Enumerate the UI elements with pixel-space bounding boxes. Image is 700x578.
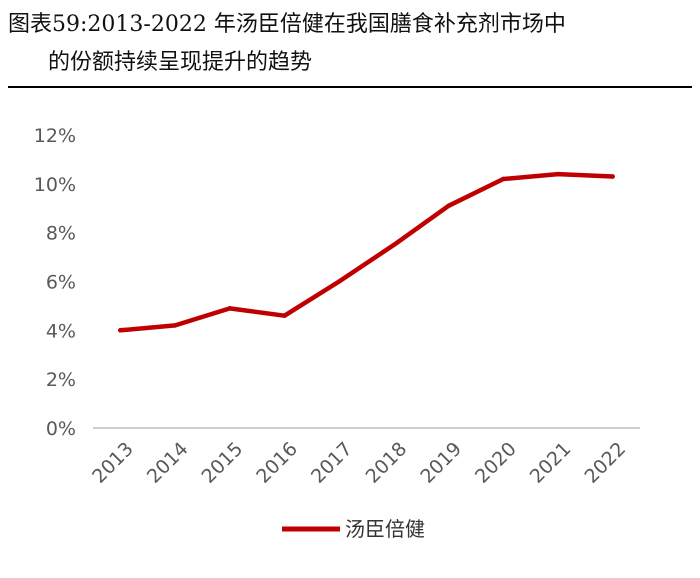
x-axis-tick-labels: 2013 2014 2015 2016 2017 2018 2019 2020 2021 2022 xyxy=(88,438,630,488)
data-point xyxy=(282,313,287,318)
y-tick-label: 2% xyxy=(46,369,76,391)
title-rule xyxy=(8,86,692,88)
y-tick-label: 0% xyxy=(46,418,76,440)
data-point xyxy=(227,306,232,311)
title-line-1: 2013-2022 年汤臣倍健在我国膳食补充剂市场中 xyxy=(87,12,566,37)
x-tick-label: 2014 xyxy=(143,438,193,488)
x-tick-label: 2022 xyxy=(580,438,630,488)
data-point xyxy=(610,174,615,179)
series-line xyxy=(118,171,615,333)
series-layer xyxy=(118,171,615,333)
data-point xyxy=(118,328,123,333)
y-tick-label: 6% xyxy=(46,272,76,294)
figure-label: 图表59: xyxy=(8,12,88,37)
x-tick-label: 2017 xyxy=(307,438,357,488)
title-line-2: 的份额持续呈现提升的趋势 xyxy=(48,50,313,75)
y-tick-label: 10% xyxy=(34,174,76,196)
data-point xyxy=(446,203,451,209)
x-tick-label: 2016 xyxy=(252,438,302,488)
x-tick-label: 2019 xyxy=(416,438,466,488)
data-point xyxy=(555,171,561,177)
y-axis-tick-labels: 0% 2% 4% 6% 8% 10% 12% xyxy=(34,125,76,440)
data-point xyxy=(391,242,397,248)
y-tick-label: 12% xyxy=(34,125,76,147)
data-point xyxy=(172,323,178,328)
x-tick-label: 2021 xyxy=(526,438,576,488)
figure-title: 图表59:2013-2022 年汤臣倍健在我国膳食补充剂市场中 的份额持续呈现提… xyxy=(8,6,692,82)
x-tick-label: 2018 xyxy=(362,438,412,488)
data-point xyxy=(336,279,342,284)
x-tick-label: 2013 xyxy=(88,438,138,488)
legend: 汤臣倍健 xyxy=(282,517,425,541)
x-tick-label: 2015 xyxy=(198,438,248,488)
legend-label: 汤臣倍健 xyxy=(345,517,425,541)
x-tick-label: 2020 xyxy=(471,438,521,488)
y-tick-label: 8% xyxy=(46,223,76,245)
data-point xyxy=(501,176,506,182)
y-tick-label: 4% xyxy=(46,320,76,342)
